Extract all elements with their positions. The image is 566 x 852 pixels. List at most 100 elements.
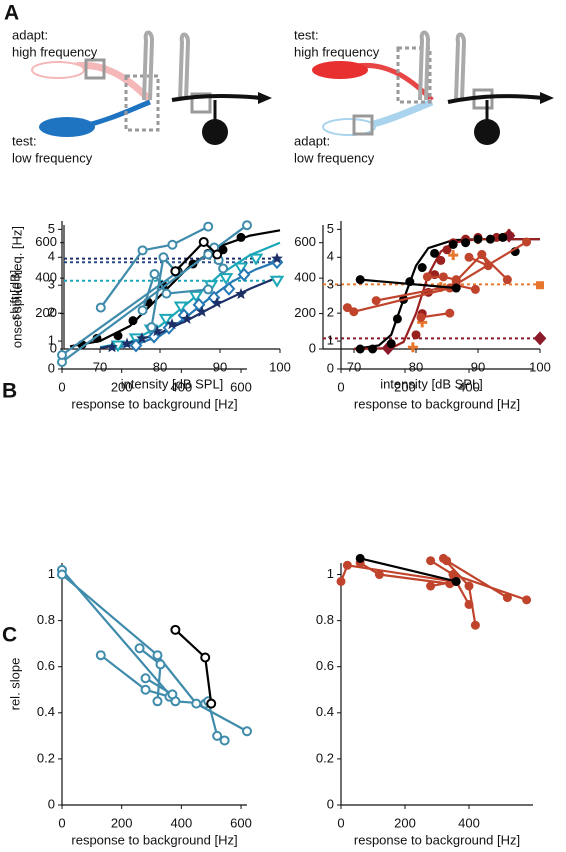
y-tick-label: 3 [48, 277, 55, 292]
x-tick-label: 100 [269, 359, 291, 374]
x-axis-label: intensity [dB SPL] [121, 376, 224, 391]
point [206, 698, 217, 709]
point [146, 322, 157, 333]
panel-label: B [2, 380, 17, 403]
point [355, 344, 365, 354]
point [152, 650, 163, 661]
point [464, 252, 474, 262]
y-tick-label: 0.6 [316, 658, 334, 673]
point [106, 341, 118, 353]
point [426, 581, 436, 591]
point [95, 302, 106, 313]
point [522, 237, 532, 247]
point [152, 696, 163, 707]
y-tick-label: 1 [327, 566, 334, 581]
dashed-box [396, 46, 432, 104]
point [248, 253, 264, 266]
series-line [141, 271, 209, 311]
x-tick-label: 0 [58, 815, 65, 830]
point [451, 283, 461, 293]
y-tick-label: 600 [35, 234, 57, 249]
y-tick-label: 2 [327, 305, 334, 320]
point [235, 287, 247, 300]
diagram-label: high frequency [294, 44, 380, 59]
x-tick-label: 90 [213, 359, 227, 374]
y-tick-label: 1 [48, 333, 55, 348]
point [166, 318, 178, 330]
point [136, 332, 148, 344]
point [167, 689, 178, 700]
point [196, 305, 208, 317]
point [113, 331, 123, 341]
output-fiber [447, 94, 545, 104]
point [464, 581, 474, 591]
y-tick-label: 2 [48, 305, 55, 320]
point [461, 238, 471, 248]
box [352, 114, 374, 136]
x-tick-label: 400 [458, 379, 480, 394]
point [371, 296, 381, 306]
y-tick-label: 400 [294, 270, 316, 285]
x-axis-label: response to background [Hz] [354, 396, 520, 411]
point [177, 308, 191, 323]
y-tick-label: 0 [48, 796, 55, 811]
point [342, 560, 352, 570]
point [170, 266, 181, 277]
series-line [360, 278, 457, 290]
point [430, 248, 440, 258]
panel-label: C [2, 624, 17, 647]
point [269, 275, 285, 288]
y-tick-label: 0 [327, 796, 334, 811]
point [374, 570, 384, 580]
point [237, 267, 251, 282]
series-line [144, 677, 173, 696]
diagram-label: low frequency [12, 150, 93, 165]
point [170, 624, 181, 635]
x-tick-label: 200 [394, 815, 416, 830]
y-tick-label: 200 [35, 305, 57, 320]
diagram-label: test: [294, 27, 319, 42]
box [84, 58, 106, 80]
test-cell [312, 61, 368, 79]
point [191, 698, 202, 709]
hair-cell [418, 30, 431, 101]
point [411, 330, 421, 340]
x-tick-label: 400 [458, 815, 480, 830]
point [212, 249, 223, 260]
point [57, 350, 67, 361]
y-axis-label: rel. slope [7, 658, 22, 711]
point [137, 245, 148, 256]
point [211, 296, 223, 308]
x-axis-label: response to background [Hz] [354, 832, 520, 847]
point [151, 325, 163, 337]
point [242, 220, 252, 231]
diagram-label: low frequency [294, 150, 375, 165]
x-tick-label: 200 [111, 815, 133, 830]
series-line [359, 557, 457, 583]
y-tick-label: 0.4 [316, 704, 334, 719]
diagram-label: adapt: [294, 133, 330, 148]
series-line [353, 238, 540, 351]
arrowhead [258, 92, 272, 104]
point [121, 337, 133, 349]
dashed-box [124, 74, 160, 132]
y-tick-label: 200 [294, 305, 316, 320]
series-line [353, 238, 540, 351]
series-line [446, 559, 508, 599]
point [242, 726, 252, 737]
x-tick-label: 600 [230, 379, 252, 394]
point [485, 234, 495, 244]
point [536, 281, 544, 290]
point [270, 255, 284, 270]
point [203, 284, 214, 295]
point [128, 316, 138, 326]
hair-cell [142, 30, 155, 101]
x-axis-label: response to background [Hz] [71, 396, 237, 411]
y-tick-label: 0.2 [37, 750, 55, 765]
point [436, 255, 446, 265]
output-fiber [171, 93, 263, 102]
point [181, 312, 193, 324]
point [451, 576, 461, 586]
